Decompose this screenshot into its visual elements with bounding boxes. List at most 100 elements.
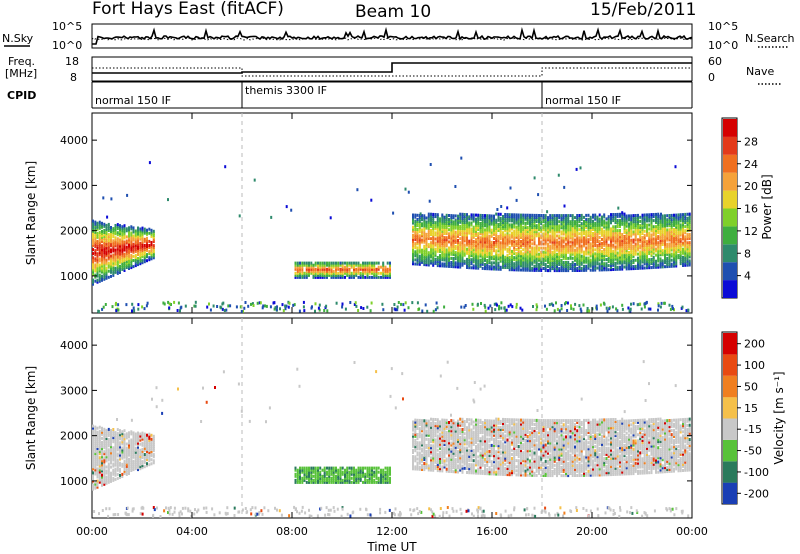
power-cell (666, 242, 669, 246)
vel-cell (107, 478, 110, 482)
vel-cell (107, 456, 110, 460)
power-cell (445, 258, 448, 262)
power-cell (565, 222, 567, 226)
vel-cell (314, 480, 317, 484)
vel-cell (103, 472, 106, 476)
vel-cell (92, 426, 94, 430)
power-cell (112, 261, 115, 265)
power-cell (679, 258, 682, 261)
power-colorbar-label-6: 28 (744, 135, 758, 148)
power-cell (436, 306, 439, 310)
power-cell (468, 262, 471, 266)
power-cell (592, 246, 594, 250)
power-cell (621, 235, 624, 239)
vel-cell (368, 478, 371, 482)
power-cell (441, 231, 444, 235)
power-cell (96, 221, 99, 225)
power-cell (578, 246, 581, 250)
vel-cell (353, 468, 355, 472)
power-cell (317, 267, 319, 271)
vel-cell (139, 452, 142, 456)
vel-cell (98, 470, 101, 474)
power-cell (630, 226, 633, 230)
power-cell (96, 278, 99, 282)
power-cell (552, 303, 555, 307)
power-cell (110, 197, 113, 201)
power-cell (134, 258, 137, 261)
power-cell (586, 309, 589, 313)
vel-cell (116, 476, 119, 480)
power-cell (448, 222, 450, 226)
power-cell (506, 259, 509, 263)
vel-cell (134, 442, 137, 446)
power-cell (497, 249, 500, 253)
power-colorbar-swatch (723, 136, 737, 155)
power-cell (583, 236, 585, 240)
power-cell (416, 258, 419, 262)
power-cell (560, 240, 563, 244)
power-cell (94, 236, 97, 240)
vel-cell (103, 458, 106, 462)
power-cell (555, 301, 557, 305)
power-cell (497, 239, 500, 243)
power-cell (441, 225, 444, 229)
power-cell (439, 264, 441, 268)
power-cell (152, 244, 155, 248)
power-cell (493, 214, 495, 218)
vel-cell (141, 464, 144, 468)
power-cell (535, 262, 538, 266)
vel-cell (119, 455, 121, 459)
vel-cell (96, 445, 99, 448)
power-cell (542, 214, 545, 217)
power-cell (641, 254, 644, 258)
power-cell (607, 233, 610, 237)
power-cell (439, 250, 441, 253)
power-cell (484, 238, 486, 242)
power-cell (565, 301, 567, 305)
power-cell (553, 263, 556, 266)
power-cell (472, 244, 475, 247)
power-cell (454, 220, 457, 224)
power-cell (486, 220, 489, 224)
power-cell (664, 216, 666, 220)
power-cell (549, 254, 552, 258)
power-cell (643, 215, 646, 219)
power-cell (152, 248, 155, 252)
power-cell (576, 236, 579, 240)
power-cell (574, 256, 576, 260)
power-cell (497, 222, 500, 226)
vel-cell (92, 457, 94, 461)
power-cell (636, 303, 639, 307)
power-cell (625, 234, 628, 238)
power-cell (571, 250, 574, 254)
power-cell (664, 238, 666, 242)
power-cell (326, 263, 328, 267)
power-cell (276, 305, 278, 309)
power-cell (549, 240, 552, 244)
vel-cell (359, 478, 362, 482)
power-cell (623, 255, 626, 259)
power-cell (594, 240, 597, 244)
power-cell (517, 217, 520, 221)
power-cell (619, 259, 621, 263)
vel-cell (148, 459, 151, 463)
power-cell (544, 252, 547, 256)
power-cell (571, 226, 574, 230)
power-cell (643, 219, 646, 223)
power-cell (666, 234, 669, 238)
vel-cell (114, 463, 117, 467)
vel-cell (107, 432, 110, 435)
power-cell (421, 228, 423, 232)
power-cell (468, 221, 471, 225)
power-cell (556, 254, 558, 258)
power-cell (128, 254, 130, 258)
power-cell (495, 255, 498, 259)
power-cell (641, 215, 644, 219)
power-cell (598, 266, 601, 270)
power-cell (114, 242, 117, 246)
power-cell (119, 252, 121, 256)
power-cell (562, 248, 565, 252)
power-cell (630, 228, 633, 232)
power-cell (479, 232, 482, 236)
power-cell (143, 239, 146, 243)
